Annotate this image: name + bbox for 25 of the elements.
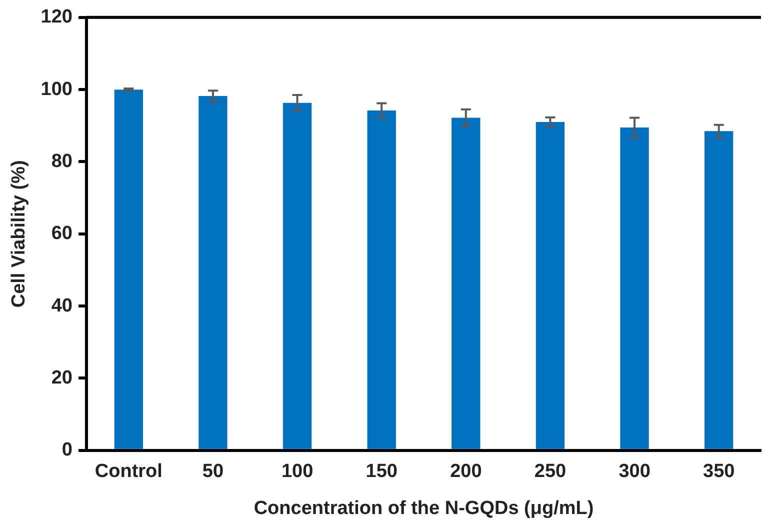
y-axis-title: Cell Viability (%)	[8, 160, 30, 308]
y-tick-label: 20	[51, 367, 72, 388]
x-axis-title: Concentration of the N-GQDs (μg/mL)	[254, 498, 594, 519]
y-tick-label: 0	[62, 440, 72, 461]
bar	[367, 110, 396, 449]
y-tick-label: 100	[40, 78, 72, 100]
x-tick-label: 50	[202, 461, 224, 482]
y-tick-label: 60	[51, 223, 72, 244]
x-tick-label: 300	[618, 461, 650, 482]
bar	[282, 102, 312, 449]
x-tick-label: 350	[702, 461, 735, 482]
bar	[620, 127, 649, 449]
x-tick-label: Control	[94, 461, 162, 482]
y-tick-label: 40	[51, 295, 72, 316]
bar	[536, 122, 565, 449]
bar	[452, 118, 480, 449]
bar	[198, 96, 228, 449]
y-tick-label: 120	[40, 6, 72, 28]
bar	[704, 131, 734, 449]
x-tick-label: 100	[281, 461, 314, 482]
x-tick-label: 250	[534, 461, 566, 482]
x-tick-label: 150	[366, 461, 398, 482]
y-tick-label: 80	[51, 150, 72, 172]
bar	[114, 90, 143, 449]
x-tick-label: 200	[450, 461, 482, 482]
